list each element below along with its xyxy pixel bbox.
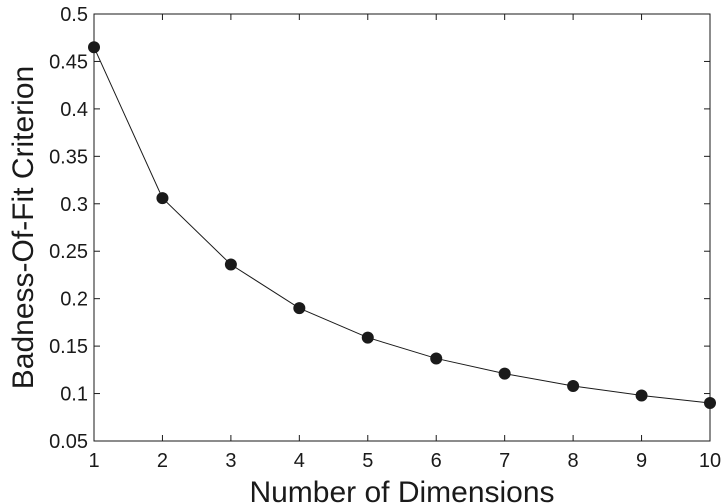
data-point: [498, 367, 511, 380]
x-axis-ticks: 1 2 3 4 5 6 7 8 9 10: [88, 14, 721, 472]
y-axis-title: Badness-Of-Fit Criterion: [7, 66, 40, 389]
series-line: [93, 47, 711, 404]
x-tick-label: 1: [88, 450, 99, 472]
data-point: [567, 379, 580, 392]
y-tick-label: 0.05: [49, 431, 88, 453]
x-tick-label: 10: [699, 450, 721, 472]
x-tick-label: 6: [431, 450, 442, 472]
data-point: [430, 352, 443, 365]
series-layer: [88, 41, 716, 410]
y-tick-label: 0.1: [60, 384, 88, 406]
data-point: [88, 41, 100, 54]
y-tick-label: 0.4: [60, 99, 88, 121]
x-tick-label: 3: [225, 450, 236, 472]
y-tick-label: 0.3: [60, 194, 88, 216]
x-tick-label: 4: [294, 450, 305, 472]
data-point: [704, 397, 716, 410]
y-tick-label: 0.45: [49, 51, 88, 73]
data-point: [156, 192, 169, 205]
x-tick-label: 5: [362, 450, 373, 472]
y-tick-label: 0.15: [49, 336, 88, 358]
data-point: [361, 331, 374, 344]
plot-area-border: [93, 13, 711, 442]
plot-frame: [93, 13, 711, 442]
x-tick-label: 7: [499, 450, 510, 472]
y-tick-label: 0.25: [49, 241, 88, 263]
x-tick-label: 2: [157, 450, 168, 472]
data-point: [293, 302, 306, 315]
y-tick-label: 0.35: [49, 146, 88, 168]
y-tick-label: 0.2: [60, 289, 88, 311]
y-tick-label: 0.5: [60, 4, 88, 26]
x-axis-title: Number of Dimensions: [249, 476, 554, 504]
y-axis-ticks: 0.05 0.1 0.15 0.2 0.25 0.3 0.35 0.4 0.45 0.5: [49, 4, 710, 453]
x-tick-label: 8: [568, 450, 579, 472]
x-tick-label: 9: [636, 450, 647, 472]
data-point: [224, 258, 237, 271]
data-point: [635, 389, 648, 402]
